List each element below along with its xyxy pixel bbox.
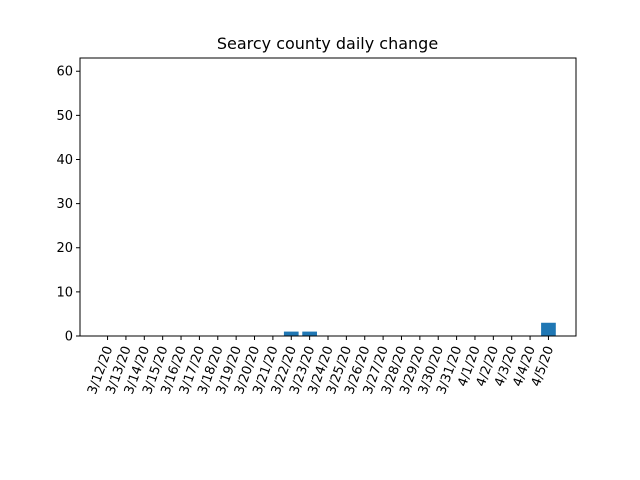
y-tick-label: 30 — [56, 197, 73, 212]
y-tick-label: 0 — [65, 330, 73, 345]
bar-4/5/20 — [541, 322, 556, 336]
x-axis: 3/12/203/13/203/14/203/15/203/16/203/17/… — [85, 336, 557, 396]
y-tick-label: 10 — [56, 285, 73, 300]
bar-3/22/20 — [283, 331, 299, 336]
bars-group — [283, 322, 556, 336]
bar-3/23/20 — [302, 331, 317, 336]
y-tick-label: 20 — [56, 241, 73, 256]
chart-title: Searcy county daily change — [217, 34, 438, 53]
y-tick-label: 60 — [56, 65, 73, 80]
y-axis: 0 10 20 30 40 50 60 — [56, 65, 80, 345]
plot-frame — [79, 57, 577, 337]
y-tick-label: 40 — [56, 153, 73, 168]
y-tick-label: 50 — [56, 109, 73, 124]
